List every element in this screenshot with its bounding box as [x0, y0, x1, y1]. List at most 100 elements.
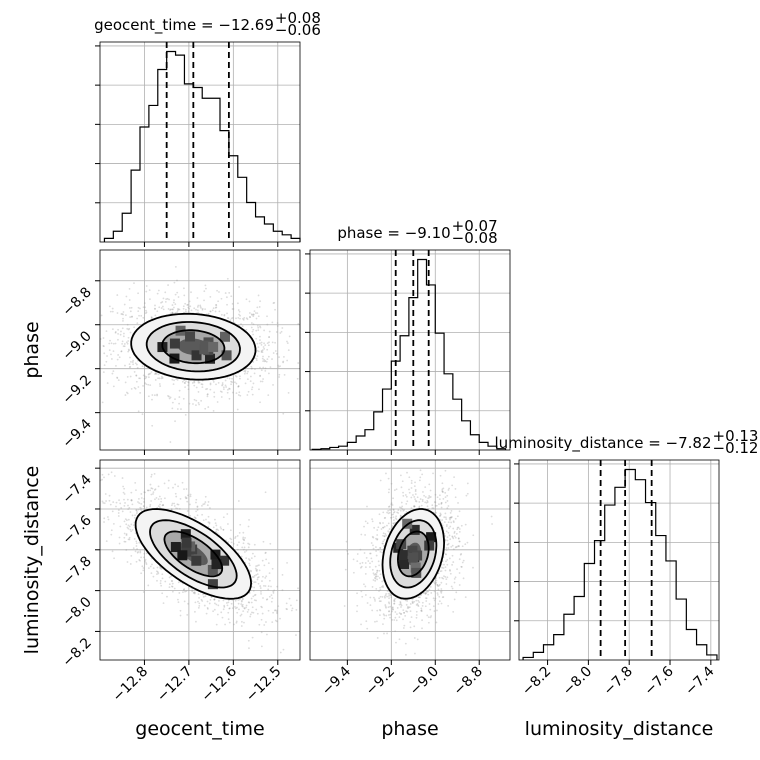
- scatter-point: [172, 383, 175, 385]
- scatter-point: [304, 377, 306, 379]
- scatter-point: [431, 504, 434, 507]
- scatter-point: [185, 488, 188, 490]
- scatter-point: [111, 310, 114, 313]
- scatter-point: [120, 350, 123, 353]
- scatter-point: [203, 290, 206, 293]
- scatter-point: [149, 384, 152, 387]
- scatter-point: [126, 392, 129, 395]
- scatter-point: [258, 569, 261, 572]
- scatter-point: [182, 307, 185, 310]
- scatter-point: [306, 405, 308, 407]
- scatter-point: [135, 509, 138, 512]
- scatter-point: [213, 608, 216, 611]
- scatter-point: [247, 546, 250, 549]
- scatter-point: [203, 299, 205, 302]
- scatter-point: [236, 606, 238, 609]
- scatter-point: [130, 499, 133, 502]
- scatter-point: [197, 381, 200, 384]
- scatter-point: [96, 493, 98, 495]
- scatter-point: [262, 378, 264, 380]
- scatter-point: [366, 522, 369, 525]
- scatter-point: [161, 305, 164, 308]
- scatter-point: [200, 399, 203, 402]
- scatter-point: [406, 500, 409, 503]
- scatter-point: [261, 357, 264, 360]
- scatter-point: [239, 394, 242, 397]
- scatter-point: [440, 591, 443, 594]
- scatter-point: [377, 575, 379, 578]
- scatter-point: [256, 573, 259, 576]
- scatter-point: [239, 314, 241, 317]
- density-pixel: [205, 353, 216, 364]
- scatter-point: [140, 507, 143, 510]
- scatter-point: [372, 579, 375, 581]
- scatter-point: [151, 398, 153, 401]
- scatter-point: [272, 592, 275, 594]
- scatter-point: [412, 602, 414, 604]
- scatter-point: [103, 364, 106, 367]
- scatter-point: [252, 361, 255, 363]
- scatter-point: [167, 479, 170, 482]
- scatter-point: [264, 585, 267, 587]
- scatter-point: [127, 336, 130, 339]
- scatter-point: [215, 304, 217, 306]
- scatter-point: [112, 385, 115, 388]
- scatter-point: [140, 556, 143, 559]
- scatter-point: [180, 408, 182, 410]
- scatter-point: [271, 341, 274, 344]
- scatter-point: [370, 542, 373, 544]
- scatter-point: [259, 335, 261, 338]
- scatter-point: [251, 314, 254, 316]
- scatter-point: [395, 619, 398, 622]
- scatter-point: [184, 382, 186, 384]
- scatter-point: [243, 621, 245, 624]
- density-pixel: [219, 331, 230, 342]
- scatter-point: [196, 309, 199, 312]
- scatter-point: [123, 504, 126, 507]
- scatter-point: [366, 627, 369, 630]
- scatter-point: [374, 575, 377, 578]
- scatter-point: [145, 290, 148, 293]
- scatter-point: [172, 486, 174, 489]
- scatter-point: [88, 313, 90, 315]
- scatter-point: [392, 511, 395, 514]
- scatter-point: [147, 489, 150, 492]
- scatter-point: [400, 486, 403, 489]
- scatter-point: [144, 375, 146, 378]
- scatter-point: [241, 605, 243, 607]
- scatter-point: [392, 608, 394, 611]
- scatter-point: [394, 521, 396, 524]
- scatter-point: [376, 637, 379, 639]
- scatter-point: [490, 515, 493, 518]
- scatter-point: [226, 303, 228, 306]
- scatter-point: [373, 526, 376, 529]
- scatter-point: [123, 493, 126, 495]
- scatter-point: [266, 315, 268, 318]
- scatter-point: [222, 599, 225, 602]
- scatter-point: [144, 491, 146, 494]
- scatter-point: [182, 588, 185, 591]
- scatter-point: [176, 291, 179, 294]
- scatter-point: [105, 360, 108, 363]
- scatter-point: [171, 582, 174, 585]
- scatter-point: [433, 581, 435, 583]
- scatter-point: [257, 329, 260, 332]
- scatter-point: [142, 306, 145, 309]
- scatter-point: [127, 348, 130, 351]
- scatter-point: [230, 602, 233, 605]
- scatter-point: [259, 339, 261, 341]
- scatter-point: [263, 360, 266, 363]
- scatter-point: [242, 318, 245, 321]
- scatter-point: [137, 310, 140, 313]
- scatter-point: [243, 551, 246, 553]
- scatter-point: [356, 592, 358, 595]
- scatter-point: [285, 602, 288, 605]
- title-subscript: −0.08: [452, 229, 498, 247]
- scatter-point: [226, 377, 229, 379]
- histogram-geocent_time: [103, 50, 301, 242]
- scatter-point: [133, 326, 136, 329]
- scatter-point: [187, 381, 190, 384]
- scatter-point: [441, 488, 444, 491]
- scatter-point: [424, 592, 427, 595]
- scatter-point: [366, 602, 369, 604]
